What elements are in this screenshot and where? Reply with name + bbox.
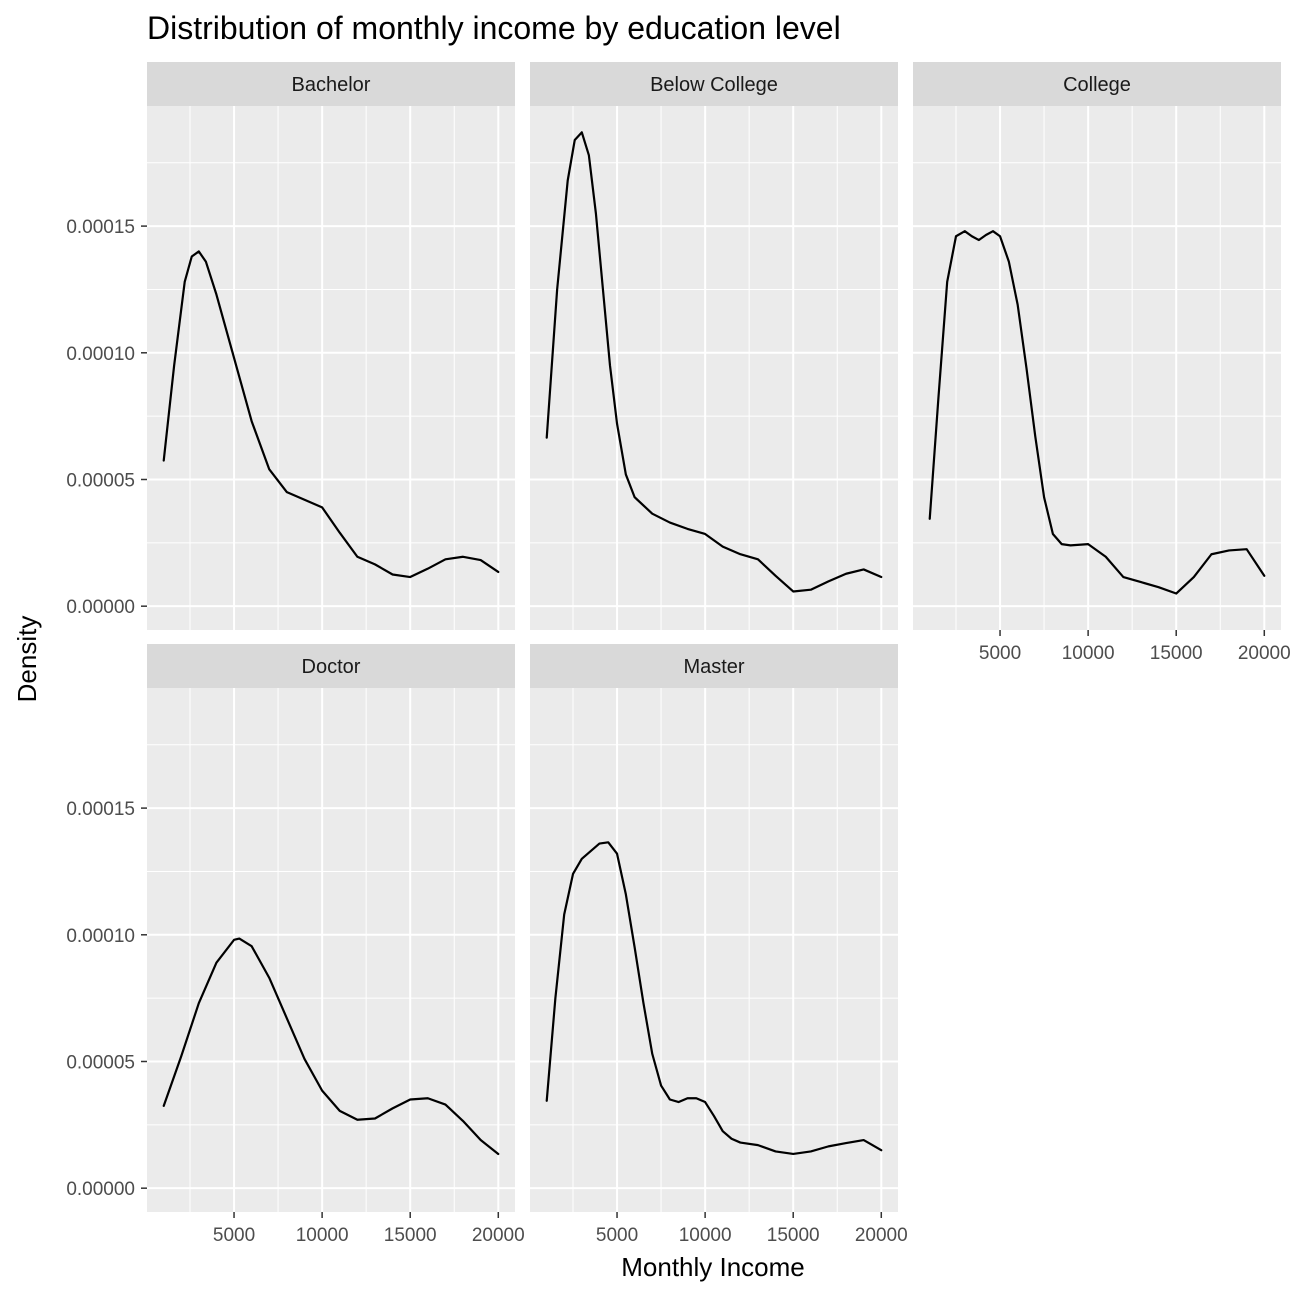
x-tick-label: 20000 [472, 1225, 525, 1246]
density-line-bachelor [162, 250, 500, 579]
x-tick-label: 5000 [213, 1225, 255, 1246]
x-tick-label: 15000 [384, 1225, 437, 1246]
y-tick-label: 0.00005 [66, 470, 135, 491]
x-tick-label: 15000 [767, 1225, 820, 1246]
x-tick-label: 15000 [1150, 643, 1203, 664]
x-tick-label: 5000 [596, 1225, 638, 1246]
y-tick-label: 0.00010 [66, 926, 135, 947]
x-tick-label: 20000 [1238, 643, 1291, 664]
x-axis-title: Monthly Income [621, 1252, 805, 1282]
x-tick-label: 10000 [679, 1225, 732, 1246]
facet-strip [913, 62, 1281, 106]
density-line-college [928, 230, 1266, 595]
y-tick-label: 0.00005 [66, 1052, 135, 1073]
panel-background [147, 106, 515, 630]
x-tick-label: 10000 [296, 1225, 349, 1246]
x-tick-label: 20000 [855, 1225, 908, 1246]
panel-background [530, 106, 898, 630]
facet-strip [147, 644, 515, 688]
panel-background [147, 688, 515, 1212]
facet-panel-bachelor: Bachelor 0.00000 0.00005 0.00010 0.00015 [66, 62, 515, 630]
facet-panel-doctor: Doctor 0.00000 0.00005 0.00010 0.00015 5000 10… [66, 644, 525, 1246]
facet-panels: Bachelor 0.00000 0.00005 0.00010 0.00015 Belo… [66, 62, 1291, 1246]
y-tick-label: 0.00000 [66, 597, 135, 618]
facet-strip-label: Doctor [302, 656, 361, 678]
x-tick-label: 5000 [979, 643, 1021, 664]
facet-strip [147, 62, 515, 106]
facet-strip-label: Below College [650, 74, 778, 96]
facet-strip [530, 62, 898, 106]
facet-strip-label: Master [683, 656, 744, 678]
panel-background [530, 688, 898, 1212]
y-tick-label: 0.00015 [66, 217, 135, 238]
y-tick-label: 0.00015 [66, 799, 135, 820]
y-tick-label: 0.00010 [66, 344, 135, 365]
facet-panel-master: Master 5000 10000 15000 20000 [530, 644, 908, 1246]
y-tick-label: 0.00000 [66, 1179, 135, 1200]
x-tick-label: 10000 [1062, 643, 1115, 664]
density-line-doctor [162, 937, 500, 1156]
density-line-master [545, 841, 883, 1156]
chart-title: Distribution of monthly income by educat… [147, 10, 841, 46]
facet-strip-label: Bachelor [292, 74, 371, 96]
facet-strip [530, 644, 898, 688]
facet-strip-label: College [1063, 74, 1131, 96]
facet-panel-below-college: Below College [530, 62, 898, 630]
y-axis-title: Density [12, 616, 42, 703]
facet-panel-college: College 5000 10000 15000 20000 [913, 62, 1291, 664]
density-line-below-college [545, 131, 883, 593]
